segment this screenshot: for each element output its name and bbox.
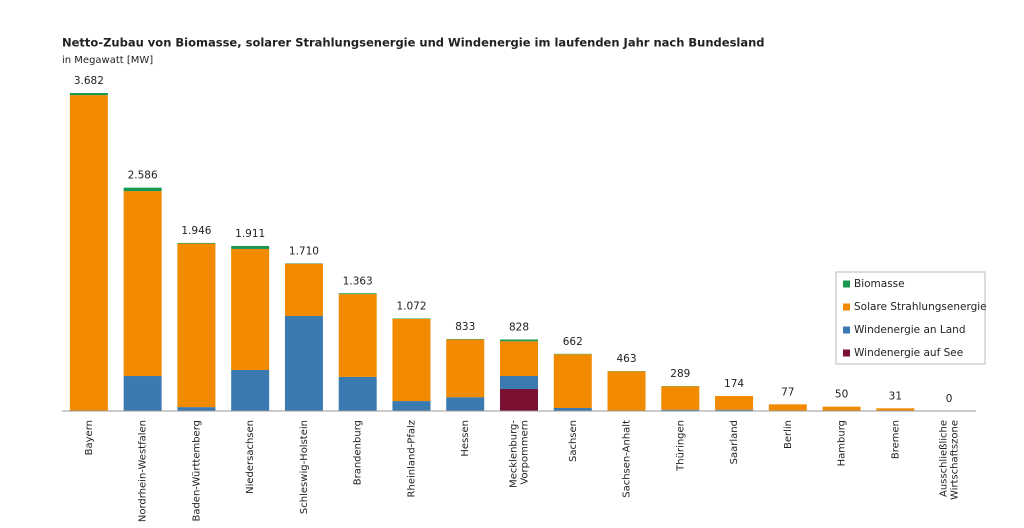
x-tick-label: Sachsen xyxy=(568,420,579,462)
x-tick-label: Niedersachsen xyxy=(245,420,256,494)
bar-segment xyxy=(69,93,108,96)
bar-segment xyxy=(338,293,377,295)
bar-segment xyxy=(607,371,646,411)
bar-segment xyxy=(768,404,807,411)
bar-segment xyxy=(177,407,216,411)
bar-segment xyxy=(177,243,216,408)
bar-segment xyxy=(500,388,538,411)
total-label: 828 xyxy=(509,321,529,333)
bar-segment xyxy=(69,95,108,411)
total-label: 1.072 xyxy=(396,300,426,312)
chart-subtitle: in Megawatt [MW] xyxy=(62,55,153,66)
x-tick-label: Nordrhein-Westfalen xyxy=(138,420,149,522)
x-tick-label: Hamburg xyxy=(837,420,848,466)
total-label: 174 xyxy=(724,378,744,390)
legend-label: Biomasse xyxy=(854,278,905,290)
x-tick-label: Schleswig-Holstein xyxy=(299,420,310,514)
bar-segment xyxy=(500,341,538,377)
bar-segment xyxy=(715,409,754,411)
bar-segment xyxy=(231,369,270,411)
x-tick-label: Thüringen xyxy=(675,420,686,472)
bar-segment xyxy=(123,191,162,377)
x-tick-label: Baden-Württemberg xyxy=(191,420,202,522)
legend-swatch xyxy=(843,326,850,334)
bar-segment xyxy=(177,242,216,244)
bar-segment xyxy=(123,187,162,192)
chart-title: Netto-Zubau von Biomasse, solarer Strahl… xyxy=(62,36,765,50)
total-label: 50 xyxy=(835,389,848,401)
total-label: 1.363 xyxy=(343,275,373,287)
legend-box xyxy=(835,271,986,365)
x-tick-label: Brandenburg xyxy=(353,420,364,485)
x-tick-label: Hessen xyxy=(460,420,471,457)
x-tick-label: Bayern xyxy=(84,420,95,455)
total-label: 31 xyxy=(889,390,902,402)
x-tick-label: Rheinland-Pfalz xyxy=(406,420,417,497)
bar-segment xyxy=(822,406,861,411)
legend-swatch xyxy=(843,349,850,357)
bar-segment xyxy=(338,376,377,411)
bar-segment xyxy=(392,401,431,411)
bar-segment xyxy=(446,339,485,398)
legend-swatch xyxy=(843,303,850,311)
total-label: 289 xyxy=(670,368,690,380)
bar-segment xyxy=(661,409,700,411)
bar-segment xyxy=(231,248,270,370)
x-tick-label: Mecklenburg-Vorpommern xyxy=(509,420,531,488)
total-label: 3.682 xyxy=(74,75,104,87)
bar-segment xyxy=(500,376,538,389)
total-label: 833 xyxy=(455,321,475,333)
legend-swatch xyxy=(843,280,850,288)
x-tick-label: Saarland xyxy=(729,420,740,464)
total-label: 662 xyxy=(563,336,583,348)
x-tick-label: Sachsen-Anhalt xyxy=(622,420,633,498)
total-label: 77 xyxy=(781,386,794,398)
legend-label: Solare Strahlungsenergie xyxy=(854,301,987,313)
total-label: 1.946 xyxy=(181,225,211,237)
bar-segment xyxy=(661,386,700,410)
bar-segment xyxy=(123,376,162,411)
bar-segment xyxy=(231,245,270,249)
bar-segment xyxy=(715,395,754,410)
bar-segment xyxy=(284,263,323,316)
total-label: 1.911 xyxy=(235,228,265,240)
total-label: 2.586 xyxy=(128,170,158,182)
bar-segment xyxy=(553,354,592,408)
bar-segment xyxy=(876,408,915,411)
legend-label: Windenergie auf See xyxy=(854,347,963,359)
bar-segment xyxy=(284,315,323,411)
x-tick-label: Berlin xyxy=(783,420,794,449)
bar-segment xyxy=(446,397,485,411)
total-label: 463 xyxy=(617,353,637,365)
bar-segment xyxy=(392,318,431,402)
bar-segment xyxy=(500,339,538,342)
x-tick-label: Bremen xyxy=(890,420,901,459)
total-label: 0 xyxy=(946,393,953,405)
bar-segment xyxy=(338,294,377,377)
legend-label: Windenergie an Land xyxy=(854,324,966,336)
x-tick-label: AusschließlicheWirtschaftszone xyxy=(939,420,961,500)
bar-segment xyxy=(553,407,592,411)
total-label: 1.710 xyxy=(289,245,319,257)
